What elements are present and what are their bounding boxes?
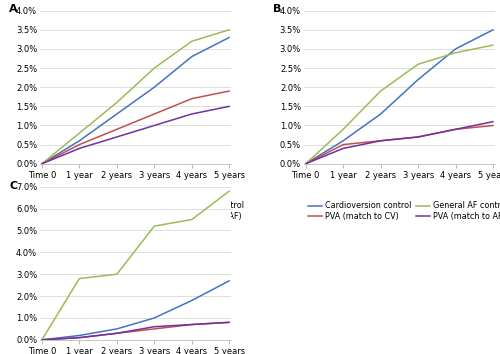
Cardioversion control [302, 162, 308, 166]
PVA (match to CV) [76, 336, 82, 340]
General AF control [226, 28, 232, 32]
PVA (match to AF) [152, 123, 158, 127]
Line: Cardioversion control: Cardioversion control [42, 38, 230, 164]
PVA (match to AF) [76, 146, 82, 150]
General AF control [152, 224, 158, 228]
General AF control [189, 217, 195, 222]
PVA (match to AF) [340, 146, 346, 150]
General AF control [340, 127, 346, 131]
PVA (match to CV) [39, 338, 45, 342]
Cardioversion control [378, 112, 384, 116]
PVA (match to CV) [452, 127, 458, 131]
PVA (match to AF) [452, 127, 458, 131]
Line: PVA (match to AF): PVA (match to AF) [42, 106, 230, 164]
PVA (match to AF) [114, 135, 120, 139]
Line: General AF control: General AF control [306, 45, 493, 164]
Cardioversion control [114, 112, 120, 116]
General AF control [39, 338, 45, 342]
Line: General AF control: General AF control [42, 191, 230, 340]
Cardioversion control [415, 78, 421, 82]
General AF control [189, 39, 195, 44]
PVA (match to AF) [302, 162, 308, 166]
Cardioversion control [490, 28, 496, 32]
General AF control [452, 51, 458, 55]
PVA (match to CV) [189, 97, 195, 101]
PVA (match to AF) [39, 338, 45, 342]
PVA (match to CV) [189, 322, 195, 327]
General AF control [114, 101, 120, 105]
PVA (match to CV) [152, 112, 158, 116]
Cardioversion control [189, 55, 195, 59]
PVA (match to AF) [39, 162, 45, 166]
General AF control [415, 62, 421, 66]
General AF control [226, 189, 232, 193]
PVA (match to AF) [490, 120, 496, 124]
Cardioversion control [340, 139, 346, 143]
Line: PVA (match to AF): PVA (match to AF) [306, 122, 493, 164]
Legend: Cardioversion control, PVA (match to CV), General AF control, PVA (match to AF): Cardioversion control, PVA (match to CV)… [308, 201, 500, 221]
PVA (match to AF) [415, 135, 421, 139]
General AF control [76, 276, 82, 281]
PVA (match to CV) [226, 89, 232, 93]
PVA (match to AF) [189, 112, 195, 116]
Line: PVA (match to CV): PVA (match to CV) [306, 125, 493, 164]
Text: A: A [10, 5, 18, 15]
General AF control [378, 89, 384, 93]
Cardioversion control [226, 279, 232, 283]
PVA (match to CV) [226, 320, 232, 325]
PVA (match to CV) [39, 162, 45, 166]
Cardioversion control [39, 162, 45, 166]
PVA (match to AF) [114, 331, 120, 335]
General AF control [114, 272, 120, 276]
Cardioversion control [76, 333, 82, 338]
PVA (match to CV) [378, 139, 384, 143]
Line: PVA (match to CV): PVA (match to CV) [42, 91, 230, 164]
General AF control [302, 162, 308, 166]
PVA (match to CV) [490, 123, 496, 127]
Text: B: B [273, 5, 281, 15]
Cardioversion control [39, 338, 45, 342]
Line: Cardioversion control: Cardioversion control [42, 281, 230, 340]
PVA (match to AF) [378, 139, 384, 143]
Line: PVA (match to CV): PVA (match to CV) [42, 322, 230, 340]
PVA (match to AF) [76, 336, 82, 340]
PVA (match to CV) [114, 331, 120, 335]
Legend: Cardioversion control, PVA (match to CV), General AF control, PVA (match to AF): Cardioversion control, PVA (match to CV)… [44, 201, 244, 221]
Line: Cardioversion control: Cardioversion control [306, 30, 493, 164]
PVA (match to CV) [76, 142, 82, 147]
Cardioversion control [76, 139, 82, 143]
General AF control [152, 66, 158, 70]
PVA (match to CV) [340, 142, 346, 147]
PVA (match to CV) [302, 162, 308, 166]
General AF control [39, 162, 45, 166]
Text: C: C [10, 181, 18, 190]
General AF control [76, 131, 82, 135]
Cardioversion control [152, 85, 158, 89]
PVA (match to AF) [226, 320, 232, 325]
PVA (match to AF) [189, 322, 195, 327]
Cardioversion control [226, 35, 232, 40]
Cardioversion control [452, 47, 458, 51]
Line: PVA (match to AF): PVA (match to AF) [42, 322, 230, 340]
Cardioversion control [189, 298, 195, 303]
Cardioversion control [152, 316, 158, 320]
PVA (match to AF) [226, 104, 232, 108]
General AF control [490, 43, 496, 47]
PVA (match to AF) [152, 325, 158, 329]
PVA (match to CV) [114, 127, 120, 131]
PVA (match to CV) [152, 327, 158, 331]
Cardioversion control [114, 327, 120, 331]
Line: General AF control: General AF control [42, 30, 230, 164]
PVA (match to CV) [415, 135, 421, 139]
